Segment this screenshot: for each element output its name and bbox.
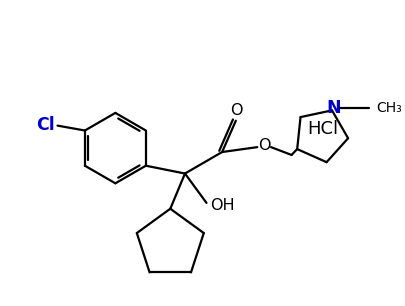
Text: O: O — [258, 138, 271, 153]
Text: OH: OH — [210, 198, 234, 213]
Text: Cl: Cl — [36, 116, 55, 134]
Text: O: O — [230, 103, 243, 118]
Text: N: N — [327, 99, 341, 118]
Text: CH₃: CH₃ — [376, 101, 402, 115]
Text: HCl: HCl — [307, 120, 338, 138]
